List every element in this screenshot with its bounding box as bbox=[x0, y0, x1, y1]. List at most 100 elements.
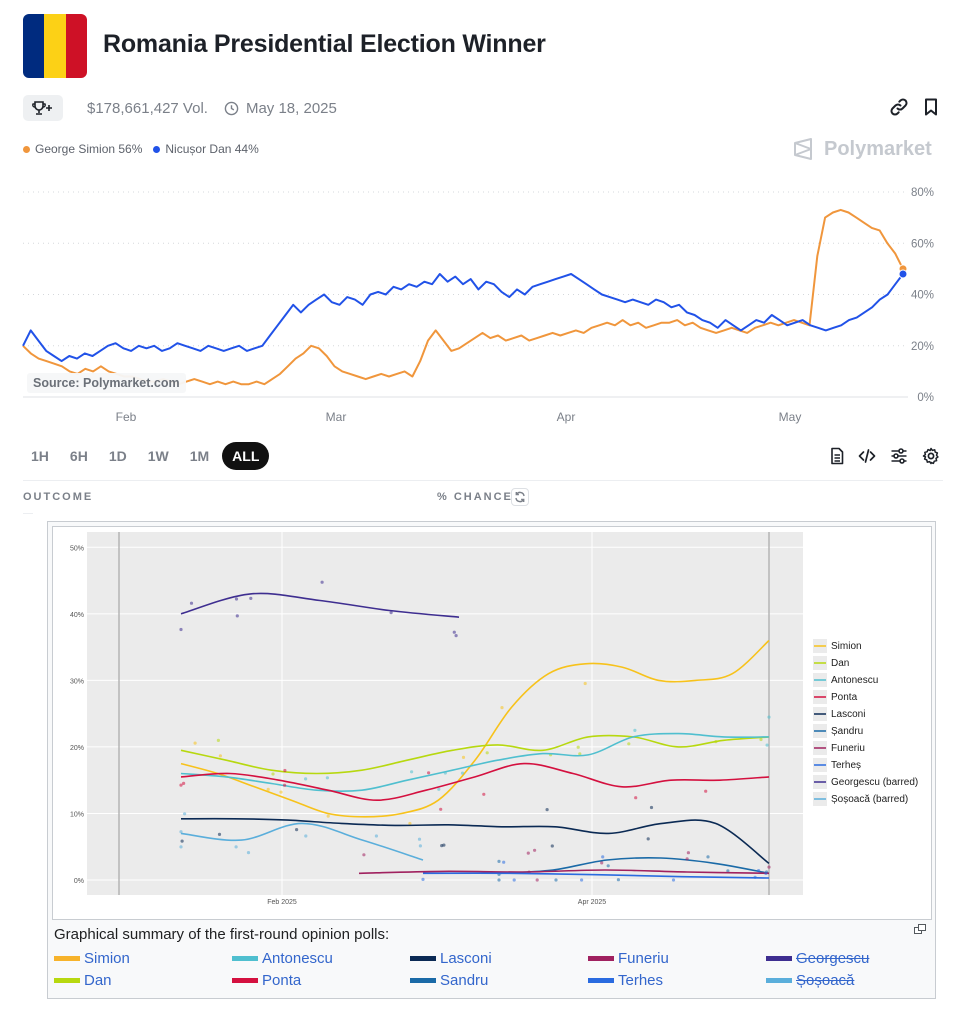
x-tick-label: Apr 2025 bbox=[578, 899, 607, 906]
poll-point bbox=[325, 776, 329, 780]
range-button-all[interactable]: ALL bbox=[222, 442, 270, 470]
y-tick-label: 20% bbox=[70, 745, 84, 752]
poll-point bbox=[706, 855, 710, 859]
poll-point bbox=[512, 878, 516, 882]
candidate-link[interactable]: Simion bbox=[84, 950, 130, 967]
range-button-1m[interactable]: 1M bbox=[189, 448, 210, 464]
poll-point bbox=[482, 792, 486, 796]
candidate-link[interactable]: Lasconi bbox=[440, 950, 492, 967]
poll-point bbox=[179, 845, 183, 849]
poll-point bbox=[193, 741, 197, 745]
legend-swatch bbox=[588, 978, 614, 983]
legend-swatch bbox=[54, 978, 80, 983]
poll-point bbox=[374, 834, 378, 838]
settings-gear-icon[interactable] bbox=[922, 447, 940, 465]
poll-point bbox=[234, 597, 239, 601]
polymarket-logo: Polymarket bbox=[792, 137, 932, 161]
opinion-polls-plot: 50% 40% 30% 20% 10% 0% Feb 2025 Apr 2025 Simion D… bbox=[52, 526, 932, 920]
trend-line-terheș bbox=[422, 872, 770, 879]
poll-point bbox=[437, 787, 441, 791]
candidate-legend-item[interactable]: Georgescu bbox=[766, 950, 869, 967]
poll-point bbox=[686, 851, 691, 855]
poll-point bbox=[767, 715, 771, 719]
expand-icon[interactable] bbox=[914, 924, 926, 934]
clock-icon bbox=[224, 101, 239, 115]
poll-point bbox=[634, 796, 638, 800]
poll-point bbox=[497, 878, 501, 882]
trend-line-șandru bbox=[498, 857, 770, 875]
trend-line-funeriu bbox=[358, 869, 770, 875]
y-tick-label: 40% bbox=[70, 612, 84, 619]
legend-label: Antonescu bbox=[831, 675, 878, 686]
poll-point bbox=[526, 851, 530, 855]
candidate-link[interactable]: Georgescu bbox=[796, 950, 870, 967]
refresh-button[interactable] bbox=[511, 488, 529, 506]
poll-point bbox=[759, 737, 763, 742]
poll-point bbox=[533, 848, 537, 852]
x-tick-label: Feb bbox=[116, 410, 137, 424]
poll-point bbox=[616, 878, 621, 882]
range-button-1h[interactable]: 1H bbox=[31, 448, 49, 464]
candidate-legend-item[interactable]: Lasconi bbox=[410, 950, 492, 967]
poll-point bbox=[633, 728, 637, 732]
outcome-column-header: OUTCOME bbox=[23, 491, 94, 503]
bookmark-icon[interactable] bbox=[921, 97, 941, 117]
link-icon[interactable] bbox=[889, 97, 909, 117]
legend-label: Terheș bbox=[831, 760, 861, 771]
candidate-link[interactable]: Funeriu bbox=[618, 950, 669, 967]
poll-point bbox=[362, 853, 366, 857]
divider bbox=[23, 513, 33, 514]
range-button-1w[interactable]: 1W bbox=[147, 448, 169, 464]
poll-point bbox=[320, 580, 324, 584]
candidate-legend-item[interactable]: Simion bbox=[54, 950, 130, 967]
candidate-legend-item[interactable]: Ponta bbox=[232, 972, 301, 989]
x-tick-label: Apr bbox=[557, 410, 576, 424]
poll-point bbox=[765, 743, 769, 747]
legend-label: Georgescu (barred) bbox=[831, 777, 918, 788]
poll-point bbox=[452, 630, 456, 634]
legend-dot bbox=[23, 145, 30, 153]
candidate-link[interactable]: Dan bbox=[84, 972, 112, 989]
refresh-icon bbox=[515, 491, 525, 503]
poll-point bbox=[304, 834, 308, 838]
candidate-link[interactable]: Sandru bbox=[440, 972, 489, 989]
candidate-legend-item[interactable]: Funeriu bbox=[588, 950, 669, 967]
candidate-legend-item[interactable]: Antonescu bbox=[232, 950, 333, 967]
legend-item-simion: George Simion 56% bbox=[23, 142, 142, 156]
flag-stripe-red bbox=[65, 14, 87, 78]
candidate-link[interactable]: Ponta bbox=[262, 972, 302, 989]
y-tick-label: 40% bbox=[911, 290, 934, 302]
candidate-legend-item[interactable]: Dan bbox=[54, 972, 112, 989]
poll-point bbox=[502, 860, 506, 864]
candidate-link[interactable]: Antonescu bbox=[262, 950, 333, 967]
poll-point bbox=[266, 787, 270, 791]
poll-point bbox=[461, 755, 466, 759]
filter-sliders-icon[interactable] bbox=[890, 447, 908, 465]
document-icon[interactable] bbox=[828, 447, 846, 465]
candidate-link[interactable]: Terhes bbox=[618, 972, 664, 989]
candidate-legend-item[interactable]: Terhes bbox=[588, 972, 663, 989]
candidate-legend-item[interactable]: Șoșoacă bbox=[766, 972, 854, 989]
x-tick-label: Feb 2025 bbox=[267, 899, 297, 906]
poll-point bbox=[671, 878, 676, 882]
market-meta: $178,661,427 Vol. May 18, 2025 bbox=[23, 95, 337, 121]
range-button-6h[interactable]: 6H bbox=[69, 448, 88, 464]
candidate-legend-item[interactable]: Sandru bbox=[410, 972, 488, 989]
poll-point bbox=[649, 805, 654, 810]
poll-point bbox=[279, 790, 283, 794]
candidate-link[interactable]: Șoșoacă bbox=[796, 972, 855, 989]
embed-code-icon[interactable] bbox=[858, 447, 876, 465]
poll-point bbox=[606, 864, 610, 868]
legend-label: Șoșoacă (barred) bbox=[831, 794, 908, 805]
legend-label: Simion bbox=[831, 641, 862, 652]
poll-point bbox=[179, 627, 183, 632]
y-tick-label: 30% bbox=[70, 678, 84, 685]
range-button-1d[interactable]: 1D bbox=[108, 448, 127, 464]
market-date-text: May 18, 2025 bbox=[245, 99, 337, 117]
y-tick-label: 20% bbox=[911, 341, 934, 353]
poll-point bbox=[246, 851, 251, 855]
trophy-icon bbox=[32, 101, 52, 115]
trophy-add-button[interactable] bbox=[23, 95, 63, 121]
poll-point bbox=[304, 777, 308, 781]
legend-swatch bbox=[232, 956, 258, 961]
